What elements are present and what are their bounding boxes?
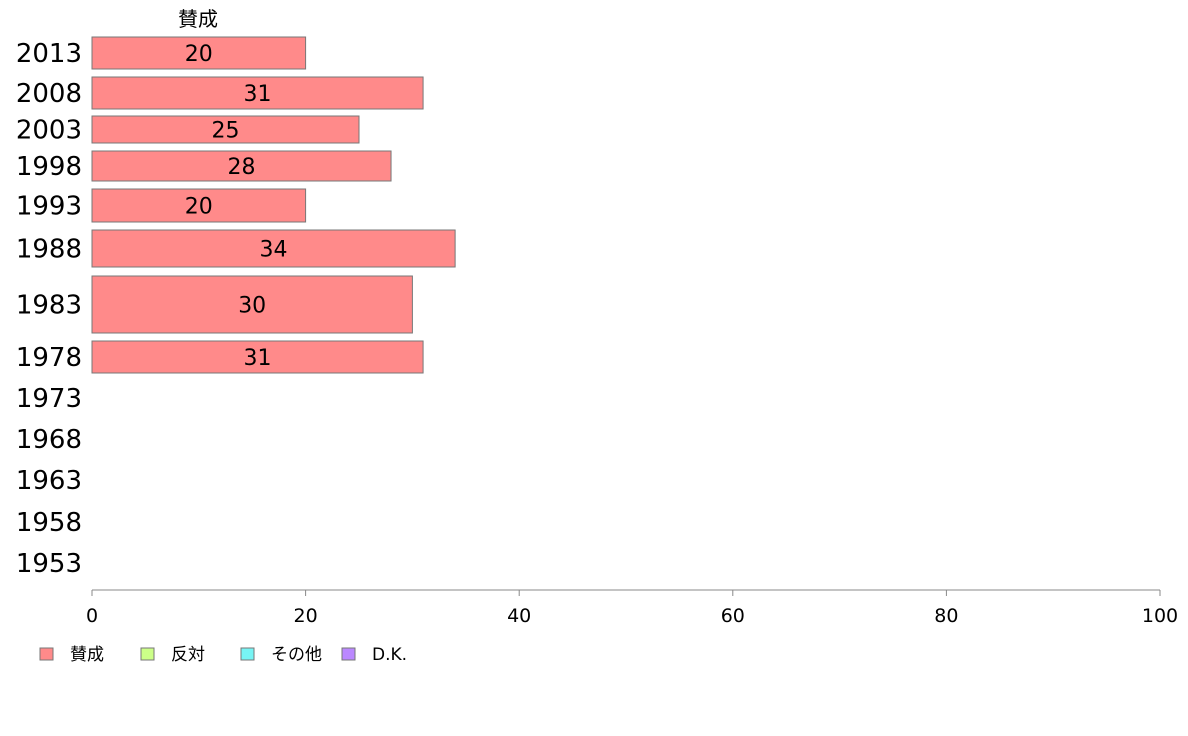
y-tick-label: 1958 [16, 508, 82, 538]
y-tick-label: 2008 [16, 79, 82, 109]
legend-swatch [240, 647, 255, 661]
legend-label: その他 [271, 645, 322, 665]
x-tick-label: 80 [934, 605, 958, 627]
bar [91, 275, 413, 334]
legend-label: D.K. [372, 645, 407, 665]
x-axis: 0 20 40 60 80 100 [86, 589, 1178, 627]
bar [91, 36, 307, 70]
y-tick-label: 1953 [16, 549, 82, 579]
y-tick-label: 2003 [16, 116, 82, 146]
y-tick-label: 1983 [16, 291, 82, 321]
data-label: 28 [228, 155, 256, 180]
y-tick-label: 1988 [16, 235, 82, 265]
legend-swatch [39, 647, 54, 661]
data-label: 31 [244, 82, 272, 107]
bar [91, 150, 392, 182]
bar [91, 115, 360, 144]
y-tick-label: 1993 [16, 192, 82, 222]
y-tick-label: 1998 [16, 152, 82, 182]
x-tick-label: 60 [721, 605, 745, 627]
y-tick-label: 1978 [16, 343, 82, 373]
bar [91, 76, 424, 110]
x-tick-label: 40 [507, 605, 531, 627]
y-tick-label: 1963 [16, 466, 82, 496]
legend-swatch [140, 647, 155, 661]
column-header: 賛成 [178, 7, 218, 31]
data-label: 31 [244, 346, 272, 371]
x-tick-label: 20 [294, 605, 318, 627]
data-label: 20 [185, 195, 213, 220]
bar [91, 340, 424, 374]
y-tick-label: 2013 [16, 39, 82, 69]
data-label: 25 [212, 119, 240, 144]
bar [91, 229, 456, 268]
data-label: 30 [238, 294, 266, 319]
x-tick-label: 0 [86, 605, 98, 627]
data-label: 20 [185, 42, 213, 67]
y-axis-labels: 2013 2008 2003 1998 1993 1988 1983 1978 1973 1968… [16, 39, 82, 579]
data-label: 34 [260, 238, 288, 263]
x-tick-label: 100 [1142, 605, 1178, 627]
bar [91, 188, 307, 223]
y-tick-label: 1968 [16, 425, 82, 455]
legend-label: 反対 [171, 645, 205, 665]
legend: 賛成 反対 その他 D.K. [39, 645, 407, 665]
y-tick-label: 1973 [16, 384, 82, 414]
legend-swatch [341, 647, 356, 661]
legend-label: 賛成 [70, 645, 104, 665]
